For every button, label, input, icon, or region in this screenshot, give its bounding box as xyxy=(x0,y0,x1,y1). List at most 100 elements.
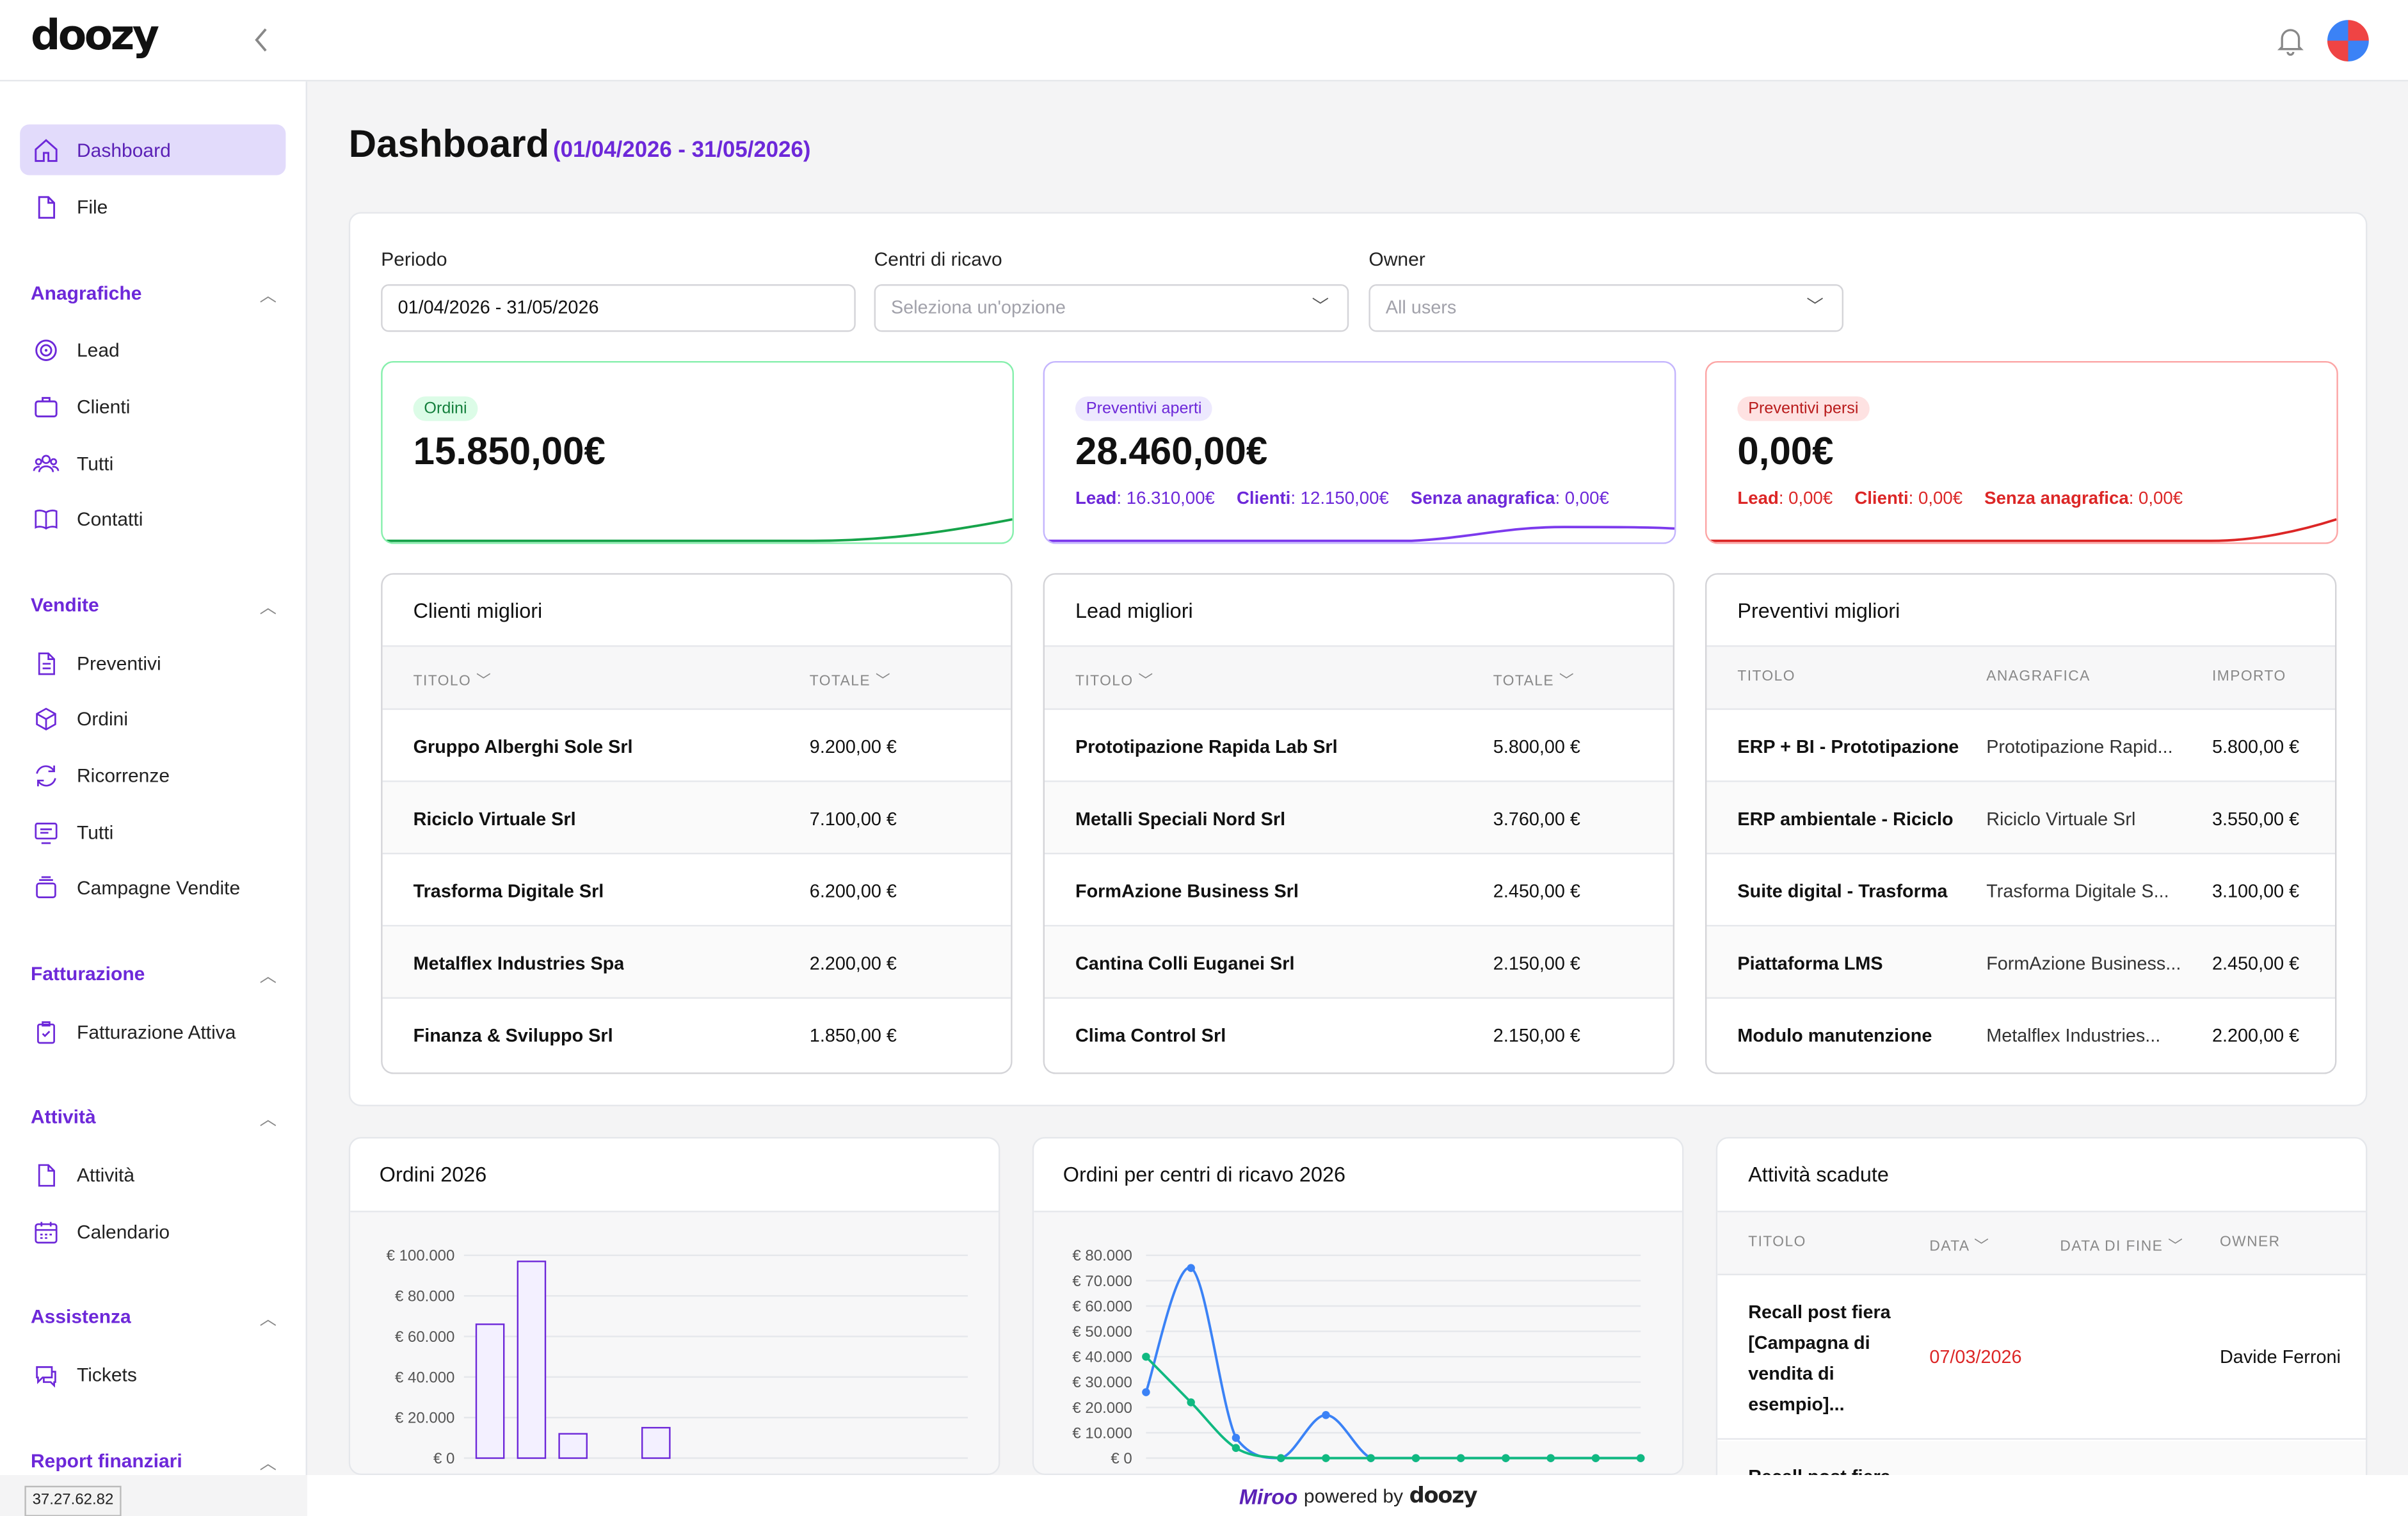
data-point[interactable] xyxy=(1187,1264,1195,1272)
bar[interactable] xyxy=(641,1426,671,1459)
bar[interactable] xyxy=(517,1261,547,1459)
kpi-preventivi-persi[interactable]: Preventivi persi 0,00€ Lead: 0,00€ Clien… xyxy=(1705,361,2338,544)
table-row[interactable]: Riciclo Virtuale Srl 7.100,00 € xyxy=(382,782,1011,855)
section-attivita[interactable]: Attività ︿ xyxy=(31,1106,277,1131)
data-point[interactable] xyxy=(1232,1433,1240,1442)
table-row[interactable]: Recall post fiera [Campagna di vendita d… xyxy=(1717,1275,2366,1440)
bar[interactable] xyxy=(558,1433,588,1459)
persi-lead-label: Lead xyxy=(1737,490,1779,509)
sidebar-item-attivita[interactable]: Attività xyxy=(20,1149,285,1200)
sidebar-item-file[interactable]: File xyxy=(20,181,285,232)
sidebar-item-contatti[interactable]: Contatti xyxy=(20,493,285,544)
table-row[interactable]: Modulo manutenzione Metalflex Industries.… xyxy=(1706,999,2335,1071)
chevron-up-icon: ︿ xyxy=(259,968,277,987)
data-point[interactable] xyxy=(1456,1454,1465,1462)
sidebar-item-lead[interactable]: Lead xyxy=(20,324,285,375)
invoice-icon xyxy=(32,1018,60,1045)
y-tick-label: € 40.000 xyxy=(395,1369,454,1386)
table-row[interactable]: Trasforma Digitale Srl 6.200,00 € xyxy=(382,854,1011,927)
periodo-label: Periodo xyxy=(381,248,447,271)
table-row[interactable]: Cantina Colli Euganei Srl 2.150,00 € xyxy=(1045,926,1673,999)
data-point[interactable] xyxy=(1591,1454,1600,1462)
data-point[interactable] xyxy=(1187,1398,1195,1407)
table-row[interactable]: Clima Control Srl 2.150,00 € xyxy=(1045,999,1673,1071)
owner-select[interactable]: All users ﹀ xyxy=(1369,284,1843,332)
sidebar-item-tickets[interactable]: Tickets xyxy=(20,1349,285,1399)
column-totale[interactable]: TOTALE ﹀ xyxy=(810,668,891,689)
column-titolo[interactable]: TITOLO xyxy=(1748,1234,1806,1251)
data-point[interactable] xyxy=(1367,1454,1375,1462)
sidebar-item-calendario[interactable]: Calendario xyxy=(20,1206,285,1257)
section-vendite[interactable]: Vendite ︿ xyxy=(31,595,277,619)
table-row[interactable]: ERP ambientale - Riciclo Riciclo Virtuale… xyxy=(1706,782,2336,855)
data-point[interactable] xyxy=(1322,1454,1330,1462)
column-totale[interactable]: TOTALE ﹀ xyxy=(1493,668,1575,689)
sidebar-item-clienti[interactable]: Clienti xyxy=(20,381,285,431)
title-line: Recall post fiera xyxy=(1748,1301,1891,1323)
refresh-icon xyxy=(32,761,60,789)
section-anagrafiche[interactable]: Anagrafiche ︿ xyxy=(31,283,277,307)
table-row[interactable]: Gruppo Alberghi Sole Srl 9.200,00 € xyxy=(382,710,1011,782)
data-point[interactable] xyxy=(1142,1352,1150,1361)
section-assistenza[interactable]: Assistenza ︿ xyxy=(31,1306,277,1330)
table-row[interactable]: Prototipazione Rapida Lab Srl 5.800,00 € xyxy=(1045,710,1673,782)
briefcase-icon xyxy=(32,392,60,420)
data-point[interactable] xyxy=(1232,1444,1240,1452)
sidebar-item-tutti-vendite[interactable]: Tutti xyxy=(20,807,285,857)
column-titolo[interactable]: TITOLO xyxy=(1737,668,1795,686)
user-avatar[interactable] xyxy=(2327,20,2369,62)
cell-name: Riciclo Virtuale Srl xyxy=(413,808,576,830)
cell-title: Recall post fiera [Campagna di vendita d… xyxy=(1748,1297,1902,1420)
ordini-bar-chart: € 0 € 20.000 € 40.000 € 60.000 € 80.000 € 100… xyxy=(387,1247,968,1467)
sidebar-item-fatturazione-attiva[interactable]: Fatturazione Attiva xyxy=(20,1006,285,1057)
collapse-sidebar-icon[interactable] xyxy=(246,22,277,59)
y-tick-label: € 30.000 xyxy=(1072,1374,1132,1391)
column-titolo[interactable]: TITOLO ﹀ xyxy=(1075,668,1154,689)
column-anagrafica[interactable]: ANAGRAFICA xyxy=(1986,668,2091,686)
cell-total: 6.200,00 € xyxy=(809,880,897,902)
column-data[interactable]: DATA ﹀ xyxy=(1929,1234,1989,1255)
chevron-down-icon: ﹀ xyxy=(2168,1238,2184,1255)
data-point[interactable] xyxy=(1502,1454,1510,1462)
table-row[interactable]: ERP + BI - Prototipazione Prototipazione … xyxy=(1706,710,2336,782)
sidebar-item-ordini[interactable]: Ordini xyxy=(20,693,285,743)
kpi-preventivi-aperti[interactable]: Preventivi aperti 28.460,00€ Lead: 16.31… xyxy=(1043,361,1676,544)
table-row[interactable]: Suite digital - Trasforma Trasforma Digit… xyxy=(1706,854,2336,927)
data-point[interactable] xyxy=(1142,1388,1150,1396)
table-row[interactable]: Piattaforma LMS FormAzione Business... 2.4… xyxy=(1706,926,2336,999)
target-icon xyxy=(32,335,60,363)
owner-label: Owner xyxy=(1369,248,1425,271)
column-data-di-fine[interactable]: DATA DI FINE ﹀ xyxy=(2060,1234,2183,1255)
table-row[interactable]: Metalli Speciali Nord Srl 3.760,00 € xyxy=(1045,782,1673,855)
periodo-input[interactable]: 01/04/2026 - 31/05/2026 xyxy=(381,284,856,332)
column-owner[interactable]: OWNER xyxy=(2220,1234,2281,1251)
column-importo[interactable]: IMPORTO xyxy=(2212,668,2286,686)
bar[interactable] xyxy=(475,1323,505,1459)
y-tick-label: € 70.000 xyxy=(1072,1273,1132,1290)
section-fatturazione[interactable]: Fatturazione ︿ xyxy=(31,964,277,988)
table-row[interactable]: FormAzione Business Srl 2.450,00 € xyxy=(1045,854,1673,927)
y-tick-label: € 80.000 xyxy=(1072,1247,1132,1264)
cell-total: 1.850,00 € xyxy=(809,1024,897,1047)
footer: Miroo powered by doozy xyxy=(307,1475,2408,1516)
data-point[interactable] xyxy=(1636,1454,1645,1462)
data-point[interactable] xyxy=(1276,1454,1285,1462)
persi-senza-value: : 0,00€ xyxy=(2128,490,2183,509)
centri-select[interactable]: Seleziona un'opzione ﹀ xyxy=(874,284,1349,332)
sidebar-item-preventivi[interactable]: Preventivi xyxy=(20,638,285,688)
kpi-ordini[interactable]: Ordini 15.850,00€ xyxy=(381,361,1015,544)
data-point[interactable] xyxy=(1322,1411,1330,1419)
cell-amount: 2.200,00 € xyxy=(2212,1024,2300,1047)
data-point[interactable] xyxy=(1411,1454,1420,1462)
column-titolo[interactable]: TITOLO ﹀ xyxy=(413,668,492,689)
sidebar-item-campagne-vendite[interactable]: Campagne Vendite xyxy=(20,862,285,912)
section-report-finanziari[interactable]: Report finanziari ︿ xyxy=(31,1451,277,1475)
data-point[interactable] xyxy=(1546,1454,1555,1462)
sidebar-item-ricorrenze[interactable]: Ricorrenze xyxy=(20,750,285,800)
table-row[interactable]: Metalflex Industries Spa 2.200,00 € xyxy=(382,926,1011,999)
sidebar-item-dashboard[interactable]: Dashboard xyxy=(20,124,286,175)
sidebar-item-tutti-anagrafiche[interactable]: Tutti xyxy=(20,438,285,488)
notification-bell-icon[interactable] xyxy=(2274,23,2308,57)
table-row[interactable]: Finanza & Sviluppo Srl 1.850,00 € xyxy=(383,999,1011,1071)
doozy-logo[interactable]: doozy xyxy=(31,12,159,60)
